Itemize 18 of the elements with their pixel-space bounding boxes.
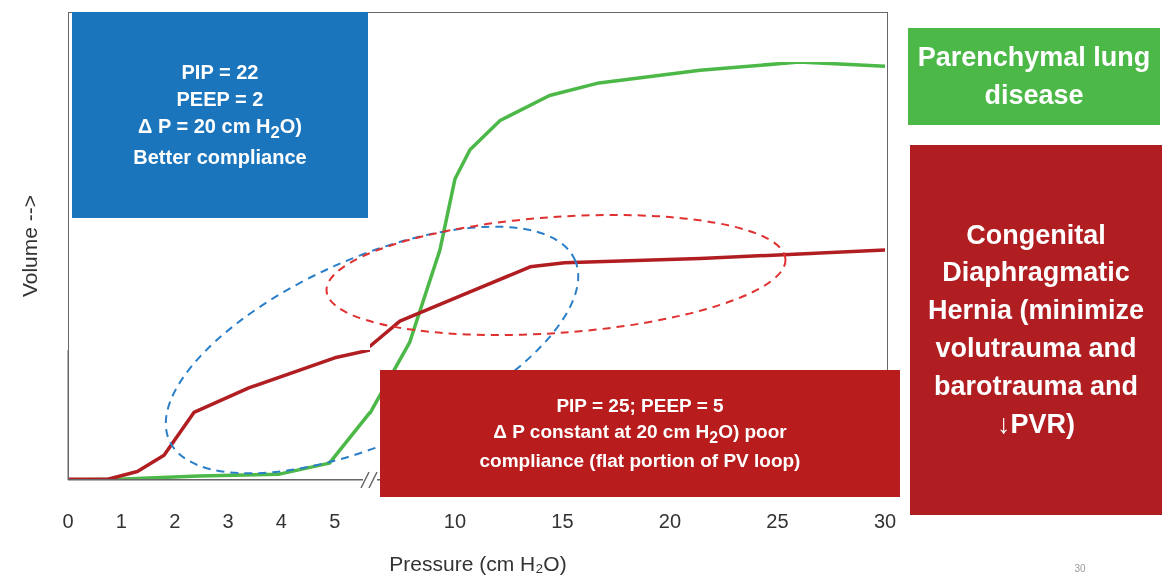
x-tick-label: 0	[62, 510, 74, 533]
x-axis-title: Pressure (cm H₂O)	[388, 552, 568, 576]
x-tick-label: 2	[169, 510, 181, 533]
x-tick-label: 1	[115, 510, 127, 533]
y-axis-title: Volume -->	[18, 194, 42, 298]
x-tick-label: 5	[329, 510, 341, 533]
x-tick-label: 20	[658, 510, 682, 533]
series-label: Parenchymal lung disease	[916, 40, 1152, 112]
text: 30	[1073, 562, 1087, 576]
x-tick-label: 10	[443, 510, 467, 533]
x-tick-label: 15	[551, 510, 574, 533]
series-label: Congenital Diaphragmatic Hernia (minimize volutrauma and barotrauma and ↓PVR)	[926, 218, 1146, 441]
annotation: PIP = 25; PEEP = 5 Δ P constant at 20 cm H$_{2}$O) poor compliance (flat portion of PV loop)	[478, 394, 802, 474]
x-tick-label: 30	[873, 510, 897, 533]
x-tick-label: 4	[275, 510, 287, 533]
x-tick-label: 25	[766, 510, 789, 533]
text: PIP = 22 PEEP = 2 Δ P = 20 cm H$_{2}$O) Better compliance	[132, 59, 308, 171]
x-tick-label: 3	[222, 510, 234, 533]
